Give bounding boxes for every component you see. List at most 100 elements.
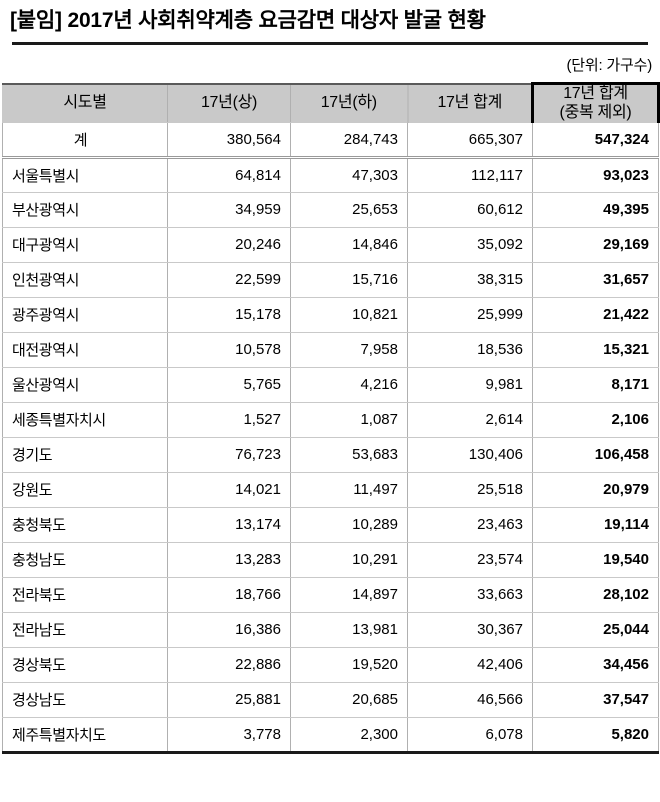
cell-region: 경기도 [2,437,168,473]
cell-second-half: 19,520 [290,647,408,683]
cell-year-total: 38,315 [407,262,533,298]
table-row: 부산광역시 34,959 25,653 60,612 49,395 [2,192,659,228]
cell-total-deduplicated: 106,458 [532,437,659,473]
cell-total-deduplicated: 20,979 [532,472,659,508]
cell-second-half: 284,743 [290,122,408,159]
cell-region: 충청북도 [2,507,168,543]
cell-total-deduplicated: 19,114 [532,507,659,543]
cell-year-total: 60,612 [407,192,533,228]
cell-year-total: 9,981 [407,367,533,403]
column-header-total-deduplicated: 17년 합계 (중복 제외) [531,82,660,123]
column-header-total-deduplicated-label-line1: 17년 합계 [563,85,628,103]
cell-region: 울산광역시 [2,367,168,403]
cell-second-half: 10,821 [290,297,408,333]
cell-first-half: 13,174 [167,507,291,543]
title-block: [붙임] 2017년 사회취약계층 요금감면 대상자 발굴 현황 [0,0,660,46]
cell-second-half: 11,497 [290,472,408,508]
table-body: 계 380,564 284,743 665,307 547,324 서울특별시 6… [2,122,659,754]
cell-region: 전라북도 [2,577,168,613]
table-row: 강원도 14,021 11,497 25,518 20,979 [2,472,659,508]
cell-total-deduplicated: 25,044 [532,612,659,648]
cell-first-half: 13,283 [167,542,291,578]
cell-year-total: 18,536 [407,332,533,368]
cell-total-deduplicated: 2,106 [532,402,659,438]
cell-first-half: 14,021 [167,472,291,508]
table-row: 전라북도 18,766 14,897 33,663 28,102 [2,577,659,613]
table-header: 시도별 17년(상) 17년(하) 17년 합계 17년 합계 (중복 제외) [2,82,660,123]
table-row-grand-total: 계 380,564 284,743 665,307 547,324 [2,122,659,159]
cell-region: 부산광역시 [2,192,168,228]
cell-total-deduplicated: 21,422 [532,297,659,333]
cell-year-total: 2,614 [407,402,533,438]
table-row: 전라남도 16,386 13,981 30,367 25,044 [2,612,659,648]
cell-region: 경상남도 [2,682,168,718]
cell-second-half: 14,897 [290,577,408,613]
cell-total-deduplicated: 31,657 [532,262,659,298]
cell-total-deduplicated: 37,547 [532,682,659,718]
column-header-year-total: 17년 합계 [406,82,533,123]
column-header-year-total-label: 17년 합계 [437,94,503,112]
cell-year-total: 33,663 [407,577,533,613]
cell-first-half: 5,765 [167,367,291,403]
cell-second-half: 7,958 [290,332,408,368]
title-divider [12,42,648,46]
cell-second-half: 10,291 [290,542,408,578]
cell-second-half: 15,716 [290,262,408,298]
column-header-first-half: 17년(상) [167,82,291,123]
table-row: 충청남도 13,283 10,291 23,574 19,540 [2,542,659,578]
cell-region: 계 [2,122,168,159]
cell-first-half: 10,578 [167,332,291,368]
table-row: 인천광역시 22,599 15,716 38,315 31,657 [2,262,659,298]
cell-total-deduplicated: 15,321 [532,332,659,368]
cell-region: 인천광역시 [2,262,168,298]
cell-second-half: 47,303 [290,157,408,193]
page-title: [붙임] 2017년 사회취약계층 요금감면 대상자 발굴 현황 [10,9,486,32]
table-row: 울산광역시 5,765 4,216 9,981 8,171 [2,367,659,403]
table-row: 서울특별시 64,814 47,303 112,117 93,023 [2,157,659,193]
cell-region: 서울특별시 [2,157,168,193]
cell-total-deduplicated: 5,820 [532,717,659,754]
cell-second-half: 13,981 [290,612,408,648]
cell-year-total: 6,078 [407,717,533,754]
table-header-row: 시도별 17년(상) 17년(하) 17년 합계 17년 합계 (중복 제외) [2,82,660,123]
cell-first-half: 15,178 [167,297,291,333]
unit-note: (단위: 가구수) [566,57,652,75]
cell-first-half: 76,723 [167,437,291,473]
cell-total-deduplicated: 19,540 [532,542,659,578]
cell-region: 광주광역시 [2,297,168,333]
cell-first-half: 34,959 [167,192,291,228]
cell-first-half: 1,527 [167,402,291,438]
cell-total-deduplicated: 547,324 [532,122,659,159]
cell-second-half: 10,289 [290,507,408,543]
cell-total-deduplicated: 29,169 [532,227,659,263]
cell-year-total: 130,406 [407,437,533,473]
cell-year-total: 23,574 [407,542,533,578]
cell-year-total: 25,999 [407,297,533,333]
cell-second-half: 20,685 [290,682,408,718]
table-row: 광주광역시 15,178 10,821 25,999 21,422 [2,297,659,333]
cell-second-half: 4,216 [290,367,408,403]
table-row: 제주특별자치도 3,778 2,300 6,078 5,820 [2,717,659,754]
cell-year-total: 25,518 [407,472,533,508]
cell-region: 경상북도 [2,647,168,683]
cell-year-total: 112,117 [407,157,533,193]
cell-region: 제주특별자치도 [2,717,168,754]
cell-region: 대구광역시 [2,227,168,263]
cell-first-half: 22,599 [167,262,291,298]
subsidy-table: 시도별 17년(상) 17년(하) 17년 합계 17년 합계 (중복 제외) [2,82,660,754]
cell-first-half: 18,766 [167,577,291,613]
cell-first-half: 22,886 [167,647,291,683]
cell-region: 충청남도 [2,542,168,578]
table-row: 충청북도 13,174 10,289 23,463 19,114 [2,507,659,543]
table-row: 경상남도 25,881 20,685 46,566 37,547 [2,682,659,718]
table-row: 세종특별자치시 1,527 1,087 2,614 2,106 [2,402,659,438]
cell-year-total: 30,367 [407,612,533,648]
cell-total-deduplicated: 49,395 [532,192,659,228]
column-header-first-half-label: 17년(상) [200,94,258,112]
column-header-total-deduplicated-label-line2: (중복 제외) [559,103,632,121]
table-container: 시도별 17년(상) 17년(하) 17년 합계 17년 합계 (중복 제외) [0,82,660,754]
column-header-region: 시도별 [2,82,168,123]
cell-total-deduplicated: 28,102 [532,577,659,613]
cell-year-total: 35,092 [407,227,533,263]
